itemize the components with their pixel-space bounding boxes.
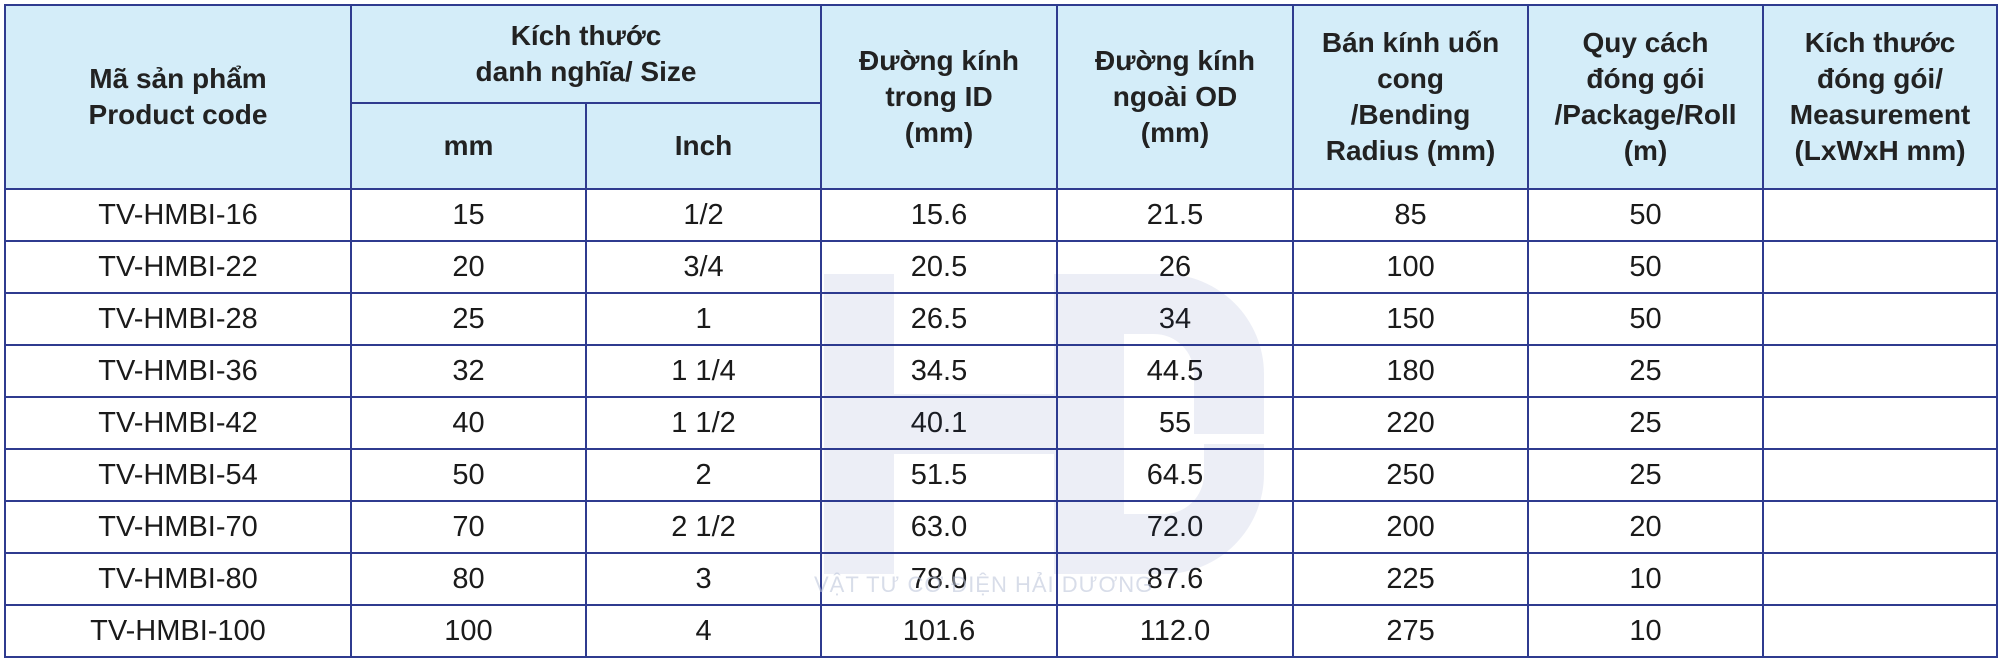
- cell-mm: 100: [350, 604, 587, 658]
- table-row: TV-HMBI-80 80 3 78.0 87.6 225 10: [4, 552, 1999, 606]
- cell-outer-diameter: 44.5: [1056, 344, 1295, 398]
- table-row: TV-HMBI-36 32 1 1/4 34.5 44.5 180 25: [4, 344, 1999, 398]
- table-row: TV-HMBI-42 40 1 1/2 40.1 55 220 25: [4, 396, 1999, 450]
- cell-bending-radius: 180: [1292, 344, 1530, 398]
- table-row: TV-HMBI-54 50 2 51.5 64.5 250 25: [4, 448, 1999, 502]
- cell-package: 50: [1527, 240, 1765, 294]
- cell-measurement: [1762, 552, 1999, 606]
- cell-measurement: [1762, 448, 1999, 502]
- cell-outer-diameter: 112.0: [1056, 604, 1295, 658]
- cell-outer-diameter: 26: [1056, 240, 1295, 294]
- cell-mm: 25: [350, 292, 587, 346]
- cell-bending-radius: 275: [1292, 604, 1530, 658]
- cell-product-code: TV-HMBI-28: [4, 292, 352, 346]
- header-inner-diameter: Đường kính trong ID (mm): [820, 4, 1059, 190]
- cell-inner-diameter: 15.6: [820, 188, 1059, 242]
- cell-mm: 80: [350, 552, 587, 606]
- cell-inch: 3/4: [584, 240, 823, 294]
- cell-mm: 20: [350, 240, 587, 294]
- cell-inner-diameter: 40.1: [820, 396, 1059, 450]
- cell-measurement: [1762, 240, 1999, 294]
- cell-bending-radius: 200: [1292, 500, 1530, 554]
- cell-package: 25: [1527, 448, 1765, 502]
- cell-outer-diameter: 72.0: [1056, 500, 1295, 554]
- cell-inch: 2 1/2: [584, 500, 823, 554]
- cell-inner-diameter: 26.5: [820, 292, 1059, 346]
- cell-outer-diameter: 34: [1056, 292, 1295, 346]
- cell-package: 25: [1527, 396, 1765, 450]
- header-package: Quy cách đóng gói /Package/Roll (m): [1527, 4, 1765, 190]
- cell-package: 20: [1527, 500, 1765, 554]
- cell-outer-diameter: 21.5: [1056, 188, 1295, 242]
- cell-product-code: TV-HMBI-16: [4, 188, 352, 242]
- cell-mm: 70: [350, 500, 587, 554]
- spec-table: Mã sản phẩm Product code Kích thước danh…: [4, 4, 1999, 658]
- cell-package: 10: [1527, 552, 1765, 606]
- cell-inch: 1: [584, 292, 823, 346]
- table-row: TV-HMBI-16 15 1/2 15.6 21.5 85 50: [4, 188, 1999, 242]
- header-nominal-size: Kích thước danh nghĩa/ Size: [349, 4, 823, 104]
- header-bending-radius: Bán kính uốn cong /Bending Radius (mm): [1292, 4, 1530, 190]
- cell-bending-radius: 250: [1292, 448, 1530, 502]
- cell-inch: 4: [584, 604, 823, 658]
- cell-package: 10: [1527, 604, 1765, 658]
- cell-bending-radius: 220: [1292, 396, 1530, 450]
- cell-measurement: [1762, 604, 1999, 658]
- cell-mm: 15: [350, 188, 587, 242]
- spec-table-container: Mã sản phẩm Product code Kích thước danh…: [4, 4, 1999, 660]
- cell-inner-diameter: 101.6: [820, 604, 1059, 658]
- cell-product-code: TV-HMBI-70: [4, 500, 352, 554]
- header-inch: Inch: [584, 102, 823, 190]
- cell-inner-diameter: 51.5: [820, 448, 1059, 502]
- cell-measurement: [1762, 188, 1999, 242]
- cell-product-code: TV-HMBI-36: [4, 344, 352, 398]
- cell-measurement: [1762, 500, 1999, 554]
- cell-bending-radius: 85: [1292, 188, 1530, 242]
- cell-package: 50: [1527, 188, 1765, 242]
- cell-product-code: TV-HMBI-100: [4, 604, 352, 658]
- table-body: TV-HMBI-16 15 1/2 15.6 21.5 85 50 TV-HMB…: [4, 188, 1999, 658]
- cell-inch: 1 1/2: [584, 396, 823, 450]
- cell-inch: 1 1/4: [584, 344, 823, 398]
- cell-inch: 3: [584, 552, 823, 606]
- cell-outer-diameter: 55: [1056, 396, 1295, 450]
- table-row: TV-HMBI-28 25 1 26.5 34 150 50: [4, 292, 1999, 346]
- header-measurement: Kích thước đóng gói/ Measurement (LxWxH …: [1762, 4, 1999, 190]
- cell-outer-diameter: 64.5: [1056, 448, 1295, 502]
- cell-inner-diameter: 63.0: [820, 500, 1059, 554]
- cell-product-code: TV-HMBI-54: [4, 448, 352, 502]
- cell-measurement: [1762, 292, 1999, 346]
- cell-bending-radius: 150: [1292, 292, 1530, 346]
- cell-inner-diameter: 34.5: [820, 344, 1059, 398]
- cell-package: 25: [1527, 344, 1765, 398]
- cell-inch: 2: [584, 448, 823, 502]
- cell-inner-diameter: 20.5: [820, 240, 1059, 294]
- cell-mm: 40: [350, 396, 587, 450]
- cell-outer-diameter: 87.6: [1056, 552, 1295, 606]
- header-row: Mã sản phẩm Product code Kích thước danh…: [4, 4, 1999, 190]
- cell-inner-diameter: 78.0: [820, 552, 1059, 606]
- cell-product-code: TV-HMBI-42: [4, 396, 352, 450]
- header-product-code: Mã sản phẩm Product code: [4, 4, 352, 190]
- header-mm: mm: [350, 102, 587, 190]
- cell-bending-radius: 100: [1292, 240, 1530, 294]
- table-row: TV-HMBI-100 100 4 101.6 112.0 275 10: [4, 604, 1999, 658]
- table-row: TV-HMBI-22 20 3/4 20.5 26 100 50: [4, 240, 1999, 294]
- header-subrow: mm Inch: [5, 102, 1997, 190]
- cell-mm: 50: [350, 448, 587, 502]
- cell-measurement: [1762, 396, 1999, 450]
- cell-bending-radius: 225: [1292, 552, 1530, 606]
- header-outer-diameter: Đường kính ngoài OD (mm): [1056, 4, 1295, 190]
- table-row: TV-HMBI-70 70 2 1/2 63.0 72.0 200 20: [4, 500, 1999, 554]
- cell-package: 50: [1527, 292, 1765, 346]
- cell-measurement: [1762, 344, 1999, 398]
- cell-mm: 32: [350, 344, 587, 398]
- cell-product-code: TV-HMBI-80: [4, 552, 352, 606]
- cell-product-code: TV-HMBI-22: [4, 240, 352, 294]
- cell-inch: 1/2: [584, 188, 823, 242]
